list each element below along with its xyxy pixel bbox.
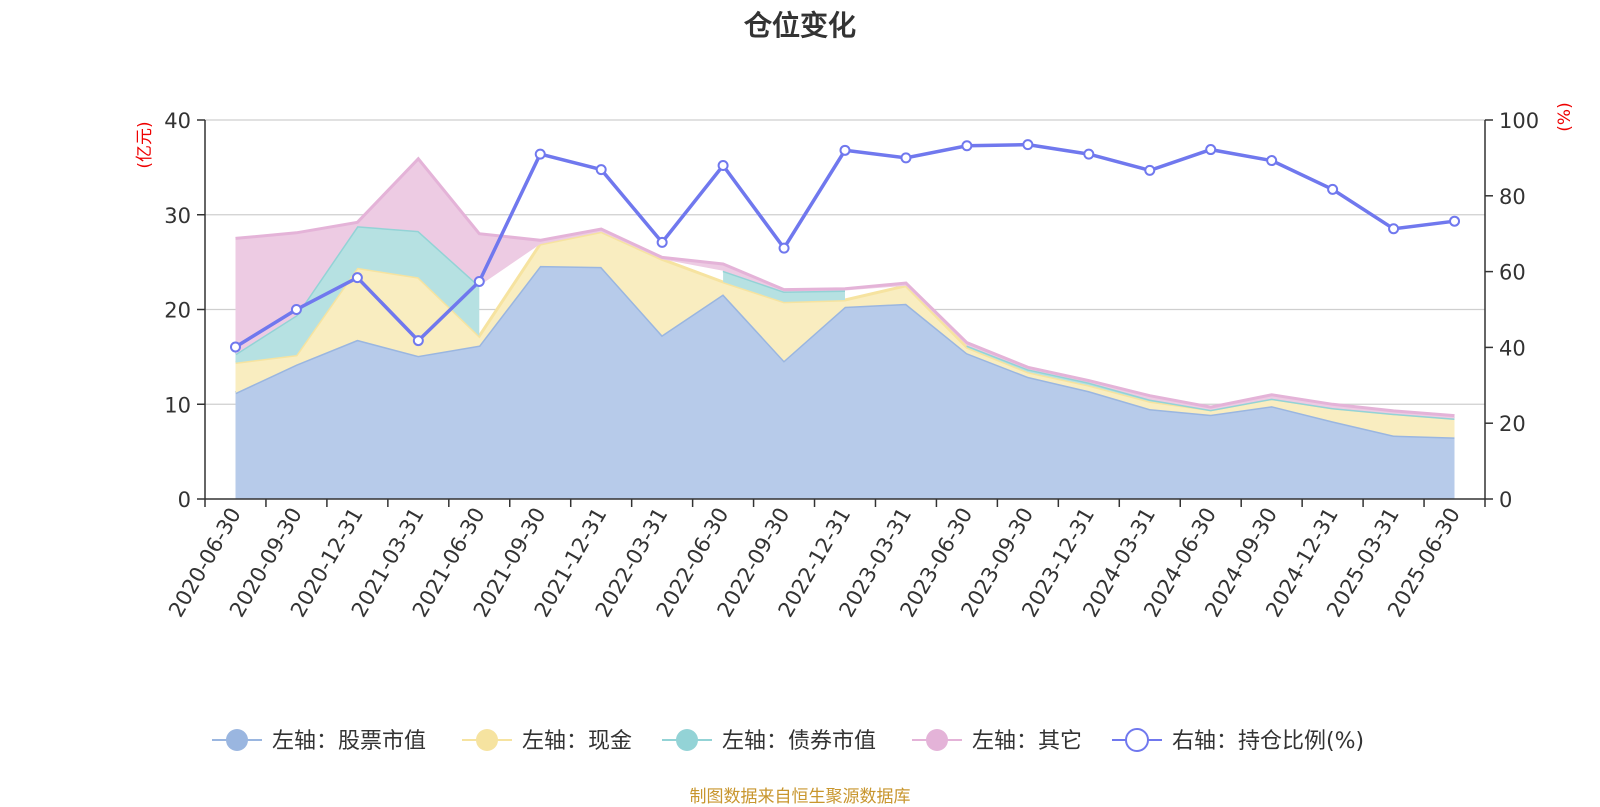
legend[interactable]: 左轴：股票市值 左轴：现金 左轴：债券市值 左轴：其它 右轴：持仓比例(%) — [212, 728, 1364, 754]
ratio-point — [839, 144, 851, 156]
ratio-point — [1144, 164, 1156, 176]
left-tick-label: 40 — [164, 109, 191, 133]
left-tick-label: 10 — [164, 393, 191, 417]
ratio-point — [1266, 155, 1278, 167]
ratio-line — [229, 139, 1461, 353]
ratio-point — [900, 152, 912, 164]
area-2 — [235, 226, 480, 363]
legend-marker — [926, 729, 948, 751]
ratio-point — [778, 242, 790, 254]
legend-label: 右轴：持仓比例(%) — [1172, 729, 1364, 754]
legend-item[interactable]: 右轴：持仓比例(%) — [1112, 728, 1364, 754]
area-1 — [235, 231, 1455, 438]
legend-label: 左轴：其它 — [972, 729, 1082, 754]
ratio-point — [656, 236, 668, 248]
area-edge-3 — [235, 156, 1455, 418]
legend-item[interactable]: 左轴：股票市值 — [212, 729, 426, 754]
ratio-point — [290, 304, 302, 315]
right-tick-label: 20 — [1499, 412, 1526, 436]
ratio-point — [1022, 139, 1034, 151]
right-tick-label: 80 — [1499, 185, 1526, 209]
legend-marker — [676, 729, 698, 751]
ratio-point — [351, 272, 363, 284]
ratio-point — [229, 341, 241, 353]
ratio-point — [1205, 144, 1217, 156]
right-tick-label: 0 — [1499, 488, 1512, 512]
ratio-point — [1083, 148, 1095, 160]
chart-title: 仓位变化 — [743, 9, 856, 42]
area-2 — [723, 270, 845, 302]
legend-item[interactable]: 左轴：债券市值 — [662, 729, 876, 754]
legend-item[interactable]: 左轴：其它 — [912, 729, 1082, 754]
stacked-areas — [234, 156, 1455, 499]
ratio-point — [473, 275, 485, 287]
ratio-point — [412, 335, 424, 347]
ratio-point — [534, 148, 546, 160]
left-axis-unit: (亿元) — [135, 121, 155, 168]
legend-marker — [476, 729, 498, 751]
left-tick-label: 0 — [178, 488, 191, 512]
legend-marker — [1125, 728, 1149, 752]
data-source-note: 制图数据来自恒生聚源数据库 — [689, 787, 911, 807]
ratio-point — [595, 164, 607, 176]
legend-item[interactable]: 左轴：现金 — [462, 729, 632, 754]
legend-marker — [226, 729, 248, 751]
right-tick-label: 100 — [1499, 109, 1539, 133]
right-tick-label: 60 — [1499, 261, 1526, 285]
ratio-point — [717, 159, 729, 171]
ratio-point — [1327, 183, 1339, 195]
left-tick-label: 20 — [164, 299, 191, 323]
ratio-point — [961, 140, 973, 152]
area-0 — [235, 265, 1455, 499]
right-axis-unit: (%) — [1555, 102, 1575, 131]
right-tick-label: 40 — [1499, 336, 1526, 360]
legend-label: 左轴：股票市值 — [272, 729, 426, 754]
left-tick-label: 30 — [164, 204, 191, 228]
ratio-point — [1449, 215, 1461, 227]
legend-label: 左轴：现金 — [522, 729, 632, 754]
ratio-point — [1388, 223, 1400, 235]
legend-label: 左轴：债券市值 — [722, 729, 876, 754]
